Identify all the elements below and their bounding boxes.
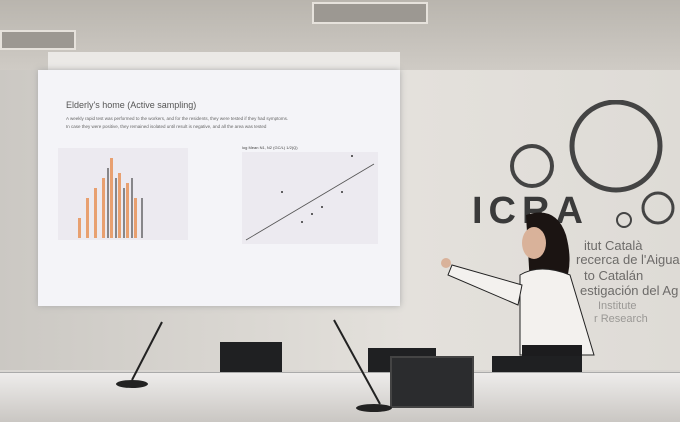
bar (126, 183, 129, 238)
bar (86, 198, 89, 238)
presenter (441, 212, 595, 375)
logo-circle (569, 100, 663, 193)
logo-circle (641, 191, 675, 225)
desk (0, 372, 680, 422)
slide-text: A weekly rapid test was performed to the… (66, 116, 289, 121)
mic-stem (131, 321, 163, 381)
point (341, 191, 343, 193)
logo-circle (510, 144, 554, 188)
points (281, 155, 353, 223)
scatter-chart-title: log Mean N1, N2 (GC/L) 1/2(Q) (242, 145, 298, 150)
bar (110, 158, 113, 238)
hand (441, 258, 451, 268)
histogram (58, 148, 188, 240)
mic-stem (333, 319, 381, 405)
bars (78, 158, 137, 238)
arm (447, 264, 523, 306)
point (321, 206, 323, 208)
laptop (390, 356, 474, 408)
logo-circle (616, 212, 632, 228)
wall-text: recerca de l'Aigua (576, 252, 680, 267)
slide-text: In case they were positive, they remaine… (66, 124, 267, 129)
histogram-bars (78, 158, 143, 238)
ceiling-vent (312, 2, 428, 24)
mic-base (116, 380, 148, 388)
point (281, 191, 283, 193)
microphones (116, 319, 392, 412)
point (301, 221, 303, 223)
lines (107, 168, 143, 238)
wall-text: itut Català (584, 238, 643, 253)
slide: Elderly's home (Active sampling) A weekl… (38, 70, 400, 306)
slide-title: Elderly's home (Active sampling) (66, 100, 197, 110)
wall-text: to Catalán (584, 268, 644, 283)
bar (102, 178, 105, 238)
scatter-chart (242, 152, 378, 244)
point (351, 155, 353, 157)
sweater (519, 268, 595, 356)
wall-text: r Research (594, 313, 648, 325)
fit-line (245, 163, 375, 241)
point (311, 213, 313, 215)
bar (94, 188, 97, 238)
ceiling-vent (0, 30, 76, 50)
scatter-plot (245, 155, 375, 241)
logo-circles (510, 100, 675, 228)
wall-text: Institute (598, 300, 637, 312)
bar (78, 218, 81, 238)
mic-base (356, 404, 392, 412)
face (522, 227, 546, 259)
bar (118, 173, 121, 238)
wall-text: estigación del Ag (580, 283, 679, 298)
bar (134, 198, 137, 238)
